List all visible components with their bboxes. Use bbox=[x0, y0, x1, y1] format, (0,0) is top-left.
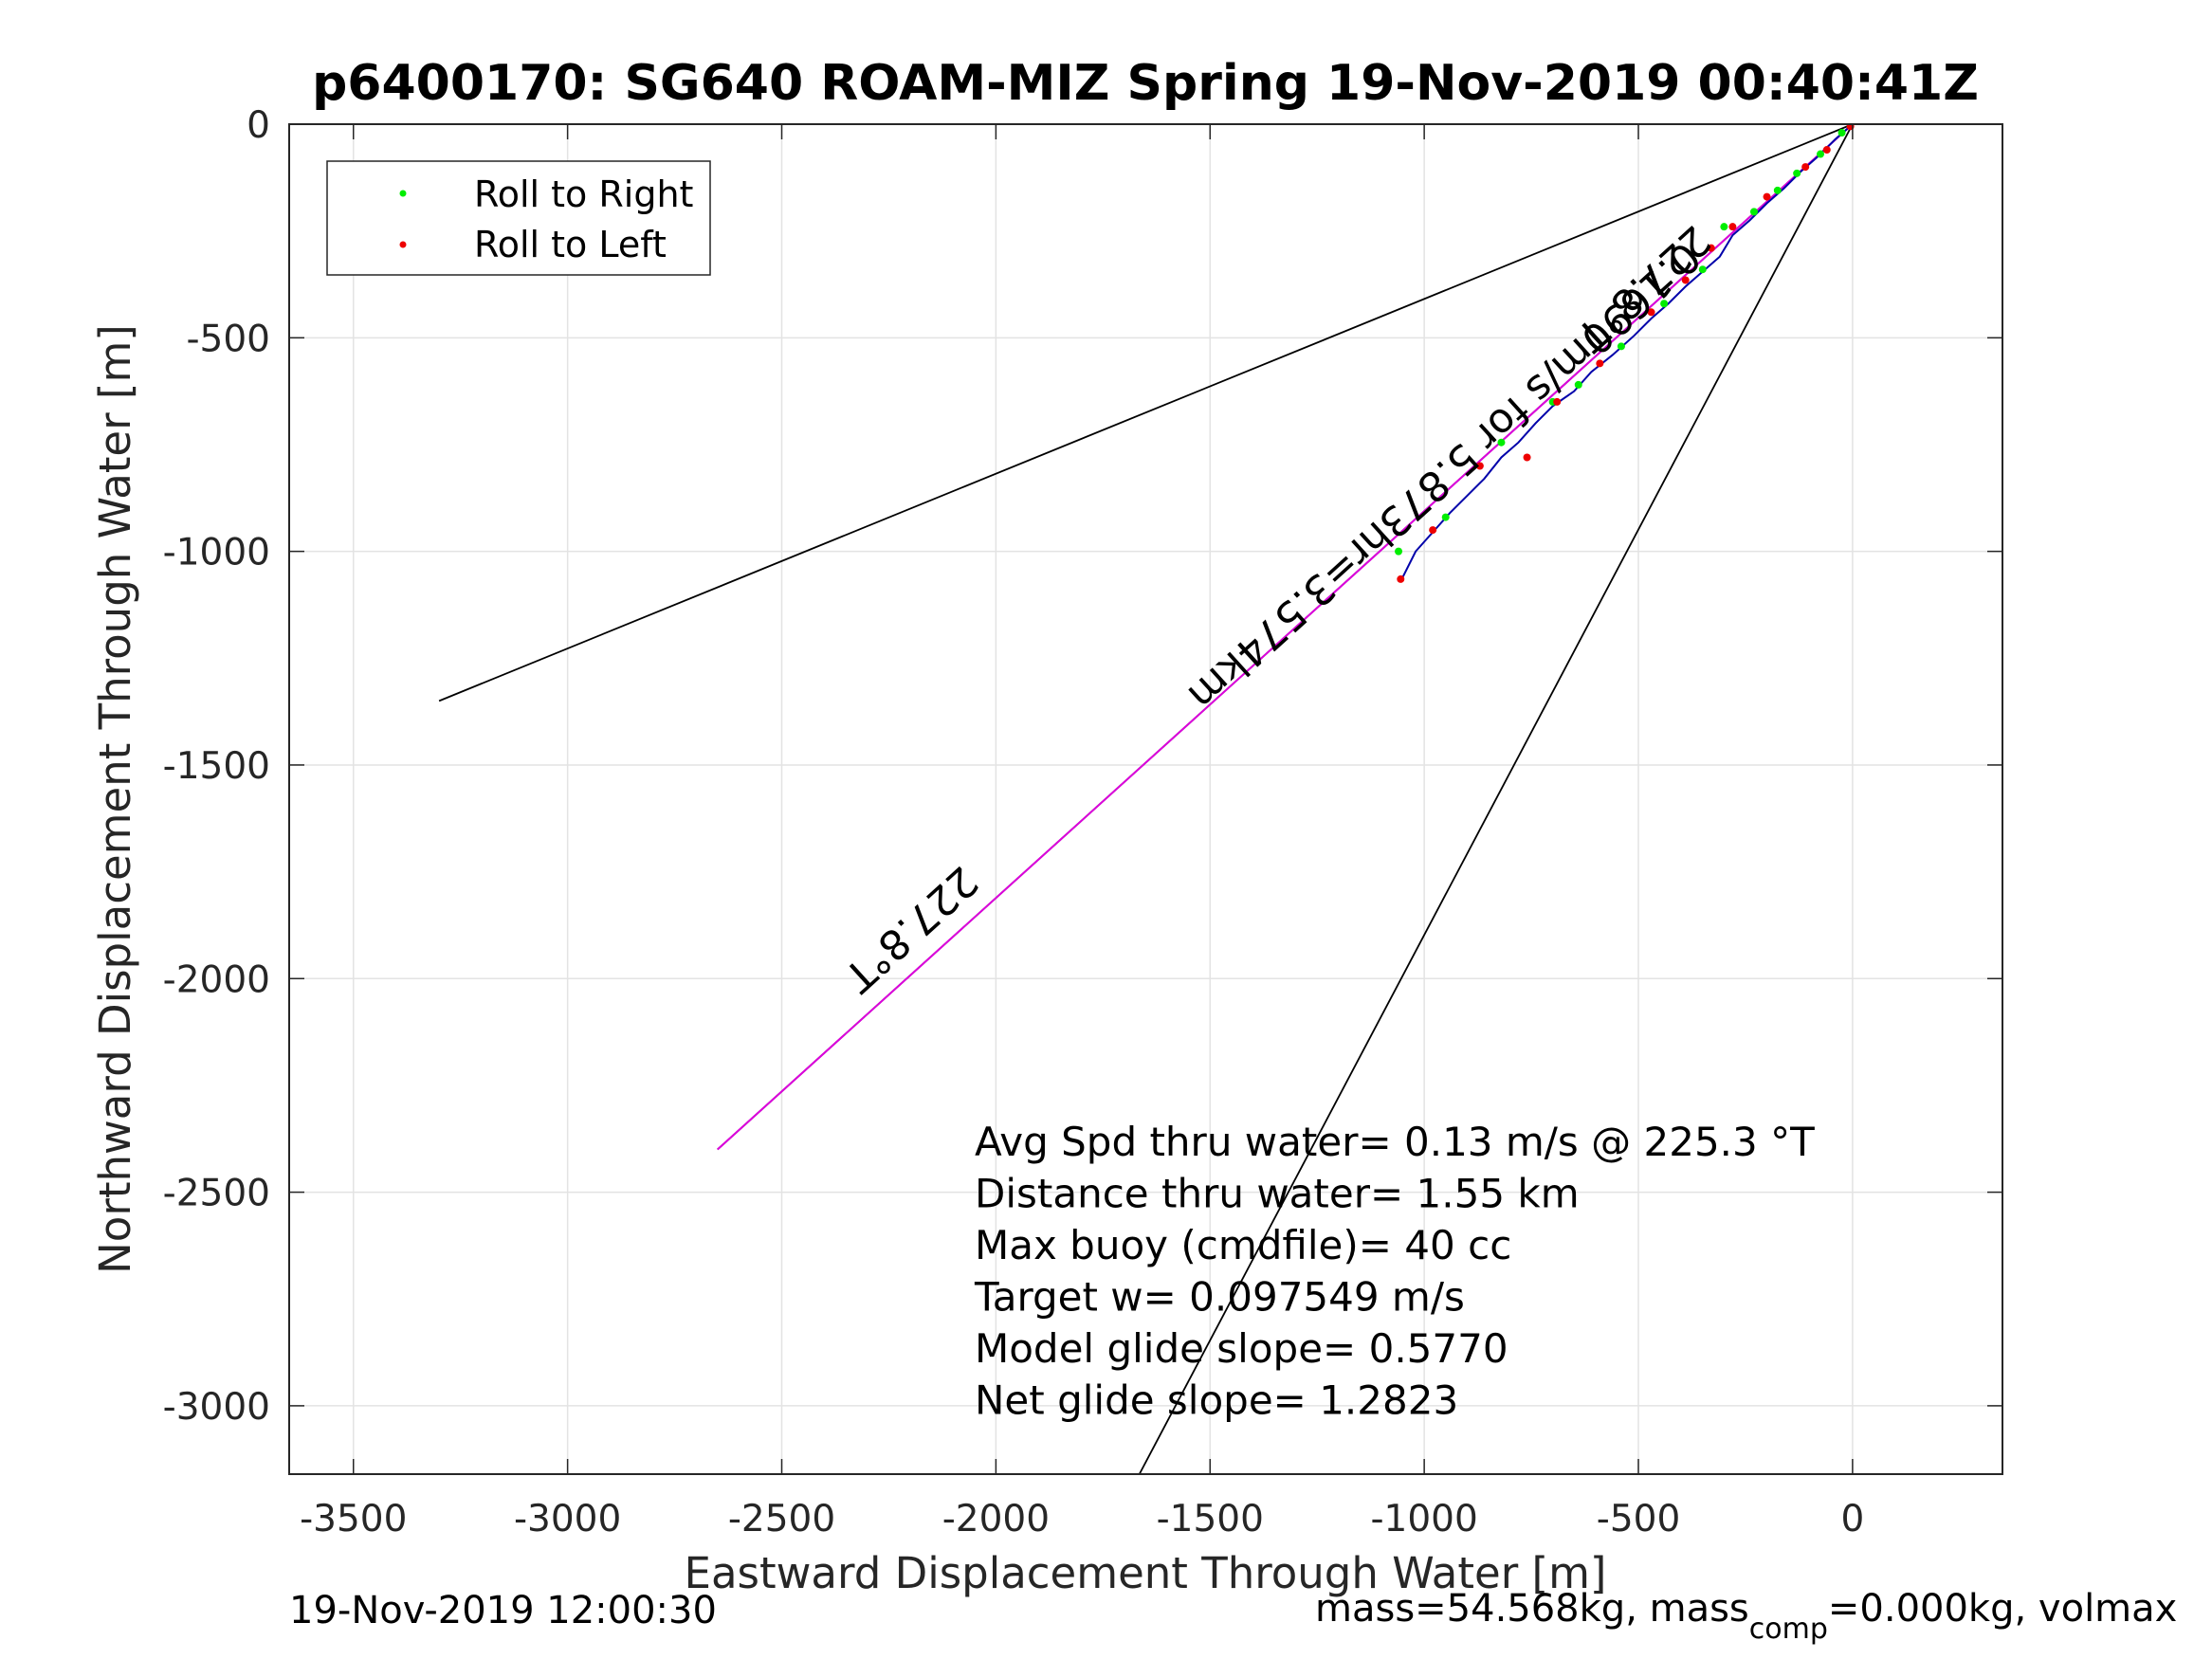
roll-points bbox=[1395, 124, 1855, 583]
roll-left-point bbox=[1475, 462, 1484, 470]
axis-ticks: -3500 -3000 -2500 -2000 -1500 -1000 -500 0 0 -500… bbox=[163, 104, 2002, 1540]
y-tick-label: 0 bbox=[247, 104, 270, 147]
roll-right-point bbox=[1574, 380, 1582, 389]
y-tick-label: -2500 bbox=[163, 1173, 270, 1215]
roll-right-point bbox=[1720, 223, 1728, 231]
current-vector-line bbox=[717, 124, 1854, 1151]
stats-line: Distance thru water= 1.55 km bbox=[975, 1171, 1580, 1217]
y-axis-label: Northward Displacement Through Water [m] bbox=[90, 324, 140, 1274]
mass-suffix: =0.000kg, volmax bbox=[1828, 1587, 2177, 1631]
y-tick-label: -1500 bbox=[163, 745, 270, 788]
x-tick-label: -500 bbox=[1597, 1498, 1681, 1540]
roll-left-point bbox=[1801, 163, 1810, 172]
roll-right-point bbox=[1617, 342, 1625, 351]
roll-left-point bbox=[1822, 146, 1831, 155]
roll-left-point bbox=[1429, 526, 1437, 535]
y-tick-label: -3000 bbox=[163, 1386, 270, 1429]
y-tick-label: -2000 bbox=[163, 958, 270, 1001]
stats-line: Model glide slope= 0.5770 bbox=[975, 1325, 1508, 1372]
x-tick-label: -1000 bbox=[1370, 1498, 1477, 1540]
roll-left-point bbox=[1763, 192, 1771, 201]
x-tick-label: -3000 bbox=[514, 1498, 621, 1540]
plot-area bbox=[289, 124, 2002, 1474]
roll-right-point bbox=[1660, 300, 1669, 308]
stats-line: Net glide slope= 1.2823 bbox=[975, 1377, 1458, 1424]
roll-left-point bbox=[1647, 308, 1655, 317]
x-tick-label: 0 bbox=[1840, 1498, 1864, 1540]
roll-left-point bbox=[1523, 453, 1531, 462]
bearing-fan-upper-line bbox=[438, 124, 1854, 702]
bearing-lines bbox=[438, 124, 1854, 1474]
mass-subscript: comp bbox=[1749, 1613, 1828, 1646]
roll-right-point bbox=[1773, 186, 1782, 194]
legend-label-roll-right: Roll to Right bbox=[474, 173, 693, 215]
x-tick-label: -2500 bbox=[728, 1498, 835, 1540]
roll-left-point bbox=[1707, 244, 1715, 252]
x-tick-label: -1500 bbox=[1157, 1498, 1264, 1540]
bearing-fan-lower-line bbox=[1138, 124, 1854, 1474]
x-axis-label: Eastward Displacement Through Water [m] bbox=[685, 1548, 1607, 1598]
roll-right-point bbox=[1749, 208, 1758, 216]
legend-label-roll-left: Roll to Left bbox=[474, 224, 667, 265]
roll-left-point bbox=[1596, 359, 1604, 368]
stats-text-block: Avg Spd thru water= 0.13 m/s @ 225.3 °T D… bbox=[974, 1119, 1815, 1424]
roll-left-point bbox=[1728, 223, 1737, 231]
stats-line: Target w= 0.097549 m/s bbox=[974, 1274, 1465, 1321]
roll-right-point bbox=[1441, 513, 1450, 521]
x-tick-label: -2000 bbox=[942, 1498, 1050, 1540]
stats-line: Avg Spd thru water= 0.13 m/s @ 225.3 °T bbox=[975, 1119, 1815, 1165]
roll-right-point bbox=[1497, 438, 1506, 447]
roll-left-point bbox=[1681, 276, 1690, 284]
mass-prefix: mass=54.568kg, mass bbox=[1315, 1587, 1749, 1631]
y-tick-label: -1000 bbox=[163, 532, 270, 574]
y-tick-label: -500 bbox=[186, 318, 270, 360]
stats-line: Max buoy (cmdfile)= 40 cc bbox=[975, 1222, 1511, 1268]
footer-timestamp: 19-Nov-2019 12:00:30 bbox=[289, 1589, 717, 1632]
roll-right-point bbox=[1395, 547, 1403, 556]
legend-box bbox=[326, 160, 711, 276]
footer-mass-info: mass=54.568kg, masscomp=0.000kg, volmax bbox=[1315, 1587, 2177, 1646]
roll-left-point bbox=[1397, 574, 1405, 583]
legend: Roll to Right Roll to Left bbox=[326, 160, 711, 276]
roll-right-point bbox=[1793, 169, 1801, 177]
roll-right-point bbox=[1817, 150, 1825, 158]
roll-left-point bbox=[1553, 397, 1562, 406]
legend-marker-roll-left bbox=[399, 241, 407, 248]
legend-marker-roll-right bbox=[399, 190, 407, 197]
roll-right-point bbox=[1837, 129, 1846, 137]
plot-frame bbox=[288, 123, 2003, 1475]
roll-right-point bbox=[1698, 265, 1707, 274]
x-tick-label: -3500 bbox=[300, 1498, 407, 1540]
chart-title: p6400170: SG640 ROAM-MIZ Spring 19-Nov-2… bbox=[312, 55, 1979, 112]
